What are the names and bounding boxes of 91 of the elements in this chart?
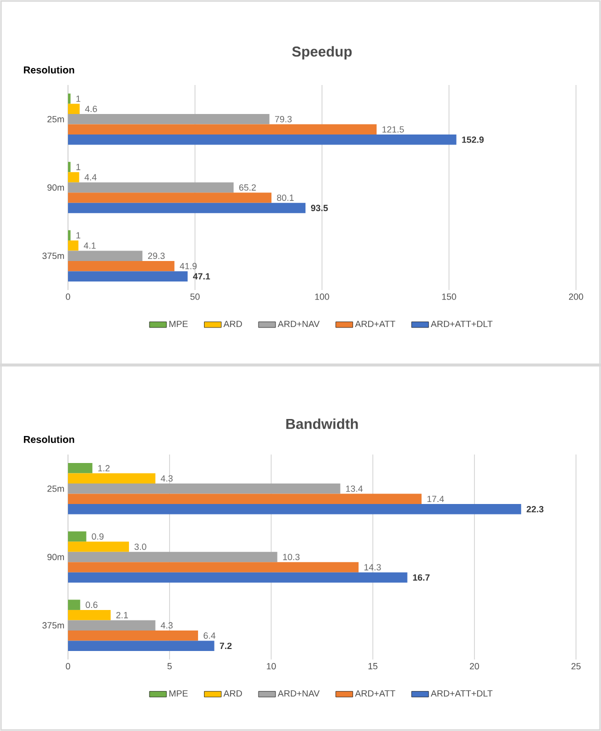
legend-label: ARD+NAV [278, 690, 320, 697]
bar [68, 504, 522, 514]
data-label: 0.9 [92, 533, 104, 540]
bar [68, 134, 456, 145]
data-label: 2.1 [116, 612, 128, 618]
bar [68, 202, 306, 214]
x-tick-label: 0 [66, 663, 70, 670]
data-label: 4.4 [84, 174, 97, 180]
x-tick-label: 15 [368, 663, 378, 670]
data-label: 0.6 [86, 602, 98, 608]
data-label: 7.2 [220, 642, 232, 649]
bar [68, 552, 278, 562]
x-tick-label: 50 [190, 294, 200, 300]
data-label: 1 [76, 164, 80, 170]
data-label: 4.6 [85, 106, 97, 112]
x-tick-label: 10 [266, 663, 276, 670]
x-tick-label: 0 [66, 294, 70, 300]
bar [68, 124, 377, 135]
bar [68, 640, 214, 651]
y-tick-label: 375m [42, 252, 64, 260]
y-tick-label: 90m [47, 184, 64, 191]
data-label: 14.3 [364, 564, 381, 570]
data-label: 93.5 [310, 204, 328, 212]
bar [68, 94, 71, 104]
y-tick-label: 90m [47, 554, 64, 560]
bar [68, 572, 408, 583]
bar [68, 494, 422, 504]
bar [68, 620, 156, 630]
bar [68, 630, 198, 641]
bar [68, 562, 359, 572]
bar [68, 182, 234, 193]
legend-label: MPE [169, 690, 188, 697]
y-tick-label: 25m [47, 116, 64, 122]
bar [68, 114, 270, 124]
legend-label: ARD+ATT+DLT [430, 320, 493, 327]
x-tick-label: 100 [315, 294, 330, 300]
data-label: 3.0 [134, 544, 146, 550]
data-label: 22.3 [526, 506, 544, 512]
bar [68, 260, 174, 272]
legend-label: MPE [169, 320, 188, 327]
legend-label: ARD+ATT [355, 690, 396, 697]
bar [68, 104, 80, 114]
y-axis-title: Resolution [24, 436, 74, 443]
x-tick-label: 25 [571, 663, 581, 670]
legend-label: ARD [223, 690, 242, 697]
bar [68, 192, 272, 203]
data-label: 152.9 [462, 136, 484, 143]
data-label: 17.4 [427, 496, 444, 502]
x-tick-label: 200 [568, 294, 584, 300]
data-label: 4.3 [160, 622, 173, 629]
bar [68, 271, 188, 282]
bar [68, 473, 156, 484]
bar [68, 531, 86, 542]
bar [68, 600, 80, 610]
x-tick-label: 150 [442, 294, 456, 300]
bar [68, 610, 111, 620]
data-label: 80.1 [277, 194, 294, 201]
data-label: 121.5 [382, 126, 404, 133]
data-label: 29.3 [148, 252, 165, 260]
data-label: 41.9 [180, 262, 197, 270]
data-label: 79.3 [275, 116, 292, 122]
y-axis-title: Resolution [24, 66, 74, 74]
data-label: 65.2 [239, 184, 256, 191]
bar [68, 230, 71, 240]
bar [68, 172, 80, 182]
bar [68, 542, 129, 552]
legend-label: ARD+ATT [355, 320, 396, 327]
bar [68, 463, 92, 474]
x-tick-label: 5 [167, 663, 172, 670]
y-tick-label: 25m [47, 485, 64, 492]
chart-title: Speedup [292, 46, 352, 60]
data-label: 1.2 [98, 465, 110, 472]
data-label: 6.4 [204, 632, 216, 639]
data-label: 13.4 [346, 485, 363, 492]
data-label: 4.1 [84, 242, 96, 249]
data-label: 1 [76, 96, 80, 102]
legend-label: ARD+ATT+DLT [430, 690, 493, 697]
bar [68, 240, 78, 251]
bar [68, 484, 340, 494]
bar [68, 162, 71, 172]
chart-title: Bandwidth [286, 418, 358, 429]
data-label: 1 [76, 232, 80, 238]
data-label: 10.3 [283, 554, 300, 560]
data-label: 47.1 [192, 273, 210, 280]
legend-label: ARD [223, 320, 242, 327]
x-tick-label: 20 [470, 663, 480, 670]
legend-label: ARD+NAV [278, 320, 320, 327]
data-label: 16.7 [413, 574, 430, 581]
bar [68, 250, 142, 261]
y-tick-label: 375m [42, 622, 64, 629]
data-label: 4.3 [160, 475, 173, 482]
